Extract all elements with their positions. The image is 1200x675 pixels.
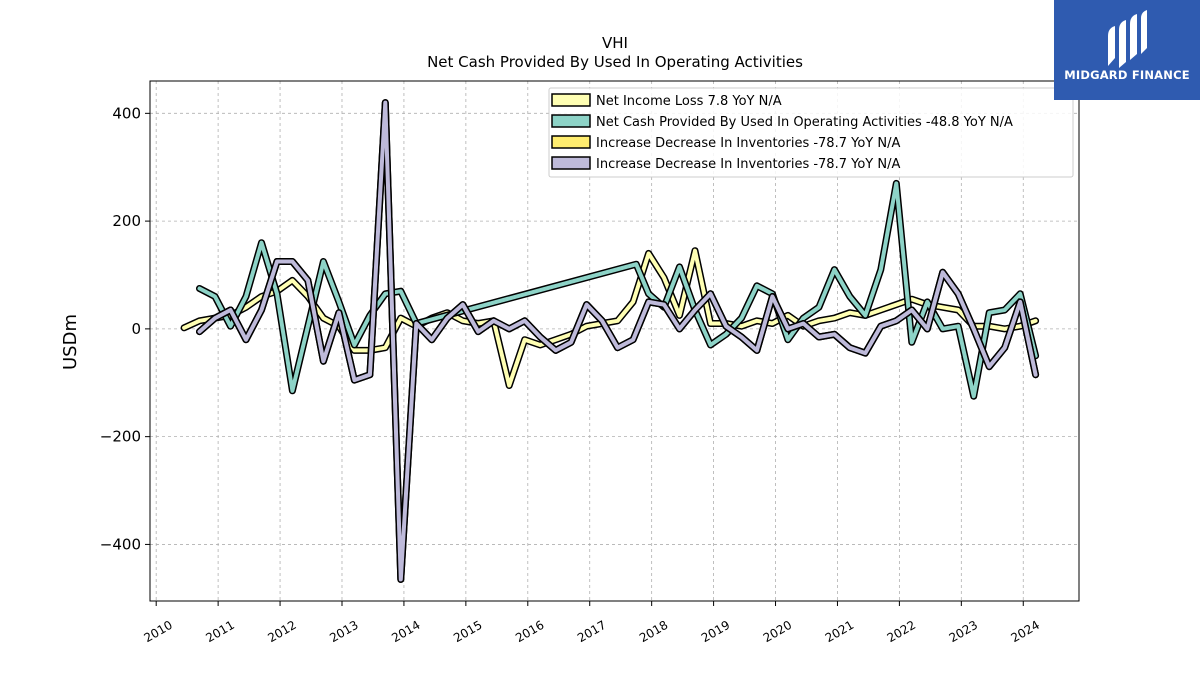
midgard-logo-icon <box>1108 10 1147 68</box>
legend-item: Net Cash Provided By Used In Operating A… <box>551 114 1013 130</box>
y-tick-label: −400 <box>100 535 141 553</box>
legend-swatch <box>551 156 591 170</box>
x-tick-label: 2020 <box>761 618 794 645</box>
x-tick-label: 2010 <box>141 618 174 645</box>
legend-swatch <box>551 93 591 107</box>
legend-label: Increase Decrease In Inventories -78.7 Y… <box>596 157 900 172</box>
legend-swatch <box>551 114 591 128</box>
x-tick-label: 2015 <box>451 618 484 645</box>
y-tick-label: 400 <box>112 104 141 122</box>
series-lines <box>180 99 1040 583</box>
x-tick-label: 2019 <box>699 618 732 645</box>
y-axis: −400 −200 0 200 400 <box>100 104 150 553</box>
legend: Net Income Loss 7.8 YoY N/A Net Cash Prov… <box>548 87 1074 178</box>
chart-title: VHI <box>602 34 628 52</box>
chart-subtitle: Net Cash Provided By Used In Operating A… <box>427 53 803 71</box>
legend-label: Net Income Loss 7.8 YoY N/A <box>596 94 782 109</box>
x-tick-label: 2021 <box>823 618 856 645</box>
x-axis: 2010 2011 2012 2013 2014 2015 2016 2017 2018 2019… <box>141 601 1042 645</box>
x-tick-label: 2018 <box>637 618 670 645</box>
legend-item: Increase Decrease In Inventories -78.7 Y… <box>551 135 900 151</box>
y-tick-label: 0 <box>131 320 141 338</box>
legend-swatch <box>551 135 591 149</box>
y-tick-label: 200 <box>112 212 141 230</box>
x-tick-label: 2014 <box>389 618 422 645</box>
legend-item: Net Income Loss 7.8 YoY N/A <box>551 93 782 109</box>
legend-label: Increase Decrease In Inventories -78.7 Y… <box>596 136 900 151</box>
series-line-1 <box>180 247 1040 389</box>
legend-label: Net Cash Provided By Used In Operating A… <box>596 115 1013 130</box>
y-tick-label: −200 <box>100 428 141 446</box>
legend-item: Increase Decrease In Inventories -78.7 Y… <box>551 156 900 172</box>
x-tick-label: 2016 <box>513 618 546 645</box>
x-tick-label: 2022 <box>885 618 918 645</box>
x-tick-label: 2023 <box>947 618 980 645</box>
x-tick-label: 2011 <box>203 618 236 645</box>
x-tick-label: 2017 <box>575 618 608 645</box>
legend-box <box>548 87 1074 178</box>
x-tick-label: 2024 <box>1009 618 1042 645</box>
plot-frame <box>149 80 1080 602</box>
logo-text: MIDGARD FINANCE <box>1064 68 1190 82</box>
series-line-4 <box>196 99 1040 583</box>
x-tick-label: 2013 <box>327 618 360 645</box>
brand-logo: MIDGARD FINANCE <box>1054 0 1200 100</box>
y-axis-label: USDm <box>60 314 81 370</box>
x-tick-label: 2012 <box>265 618 298 645</box>
